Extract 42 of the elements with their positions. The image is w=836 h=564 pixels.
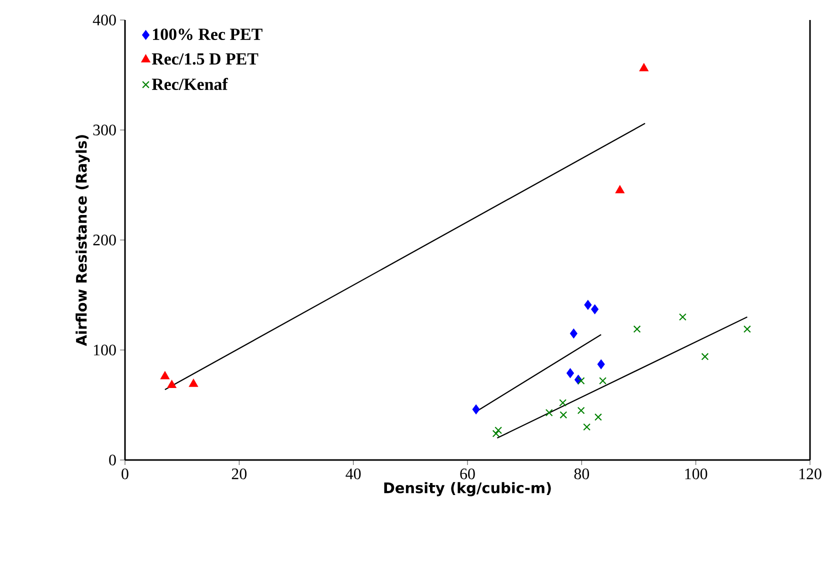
point (584, 300, 592, 310)
x-tick-label: 60 (460, 468, 475, 480)
point (559, 399, 567, 407)
y-axis-title: Airflow Resistance (Rayls) (76, 135, 90, 346)
point (639, 63, 648, 72)
point (583, 423, 591, 431)
point (577, 377, 585, 385)
y-tick-label: 400 (92, 14, 116, 26)
y-tick-label: 200 (93, 234, 116, 246)
x-tick-label: 20 (232, 468, 247, 480)
point (160, 371, 170, 380)
point (189, 379, 198, 387)
point (633, 325, 641, 333)
point (492, 430, 500, 438)
point (597, 360, 605, 370)
point (599, 377, 607, 385)
point (545, 408, 553, 416)
x-tick-label: 0 (122, 468, 128, 480)
point (591, 304, 598, 314)
x-tick-label: 80 (574, 468, 590, 480)
point (678, 313, 686, 321)
y-tick-label: 100 (94, 344, 116, 356)
x-tick-label: 120 (799, 468, 822, 480)
x-axis-title: Density (kg/cubic-m) (384, 482, 551, 496)
point (560, 411, 568, 419)
point (615, 185, 624, 194)
point (472, 404, 480, 414)
point (743, 325, 751, 333)
point (594, 413, 602, 421)
point (577, 406, 585, 414)
point (701, 352, 709, 360)
point (566, 368, 574, 378)
legend-label: Rec/1.5 D PET (152, 53, 258, 65)
x-tick-label: 100 (685, 468, 708, 480)
legend-label: Rec/Kenaf (152, 78, 228, 90)
legend-label: 100% Rec PET (153, 28, 262, 40)
point (494, 426, 502, 434)
y-tick-label: 300 (93, 124, 116, 136)
x-tick-label: 40 (346, 468, 361, 480)
point (570, 328, 578, 338)
y-tick-label: 0 (109, 454, 116, 466)
point (167, 380, 176, 388)
